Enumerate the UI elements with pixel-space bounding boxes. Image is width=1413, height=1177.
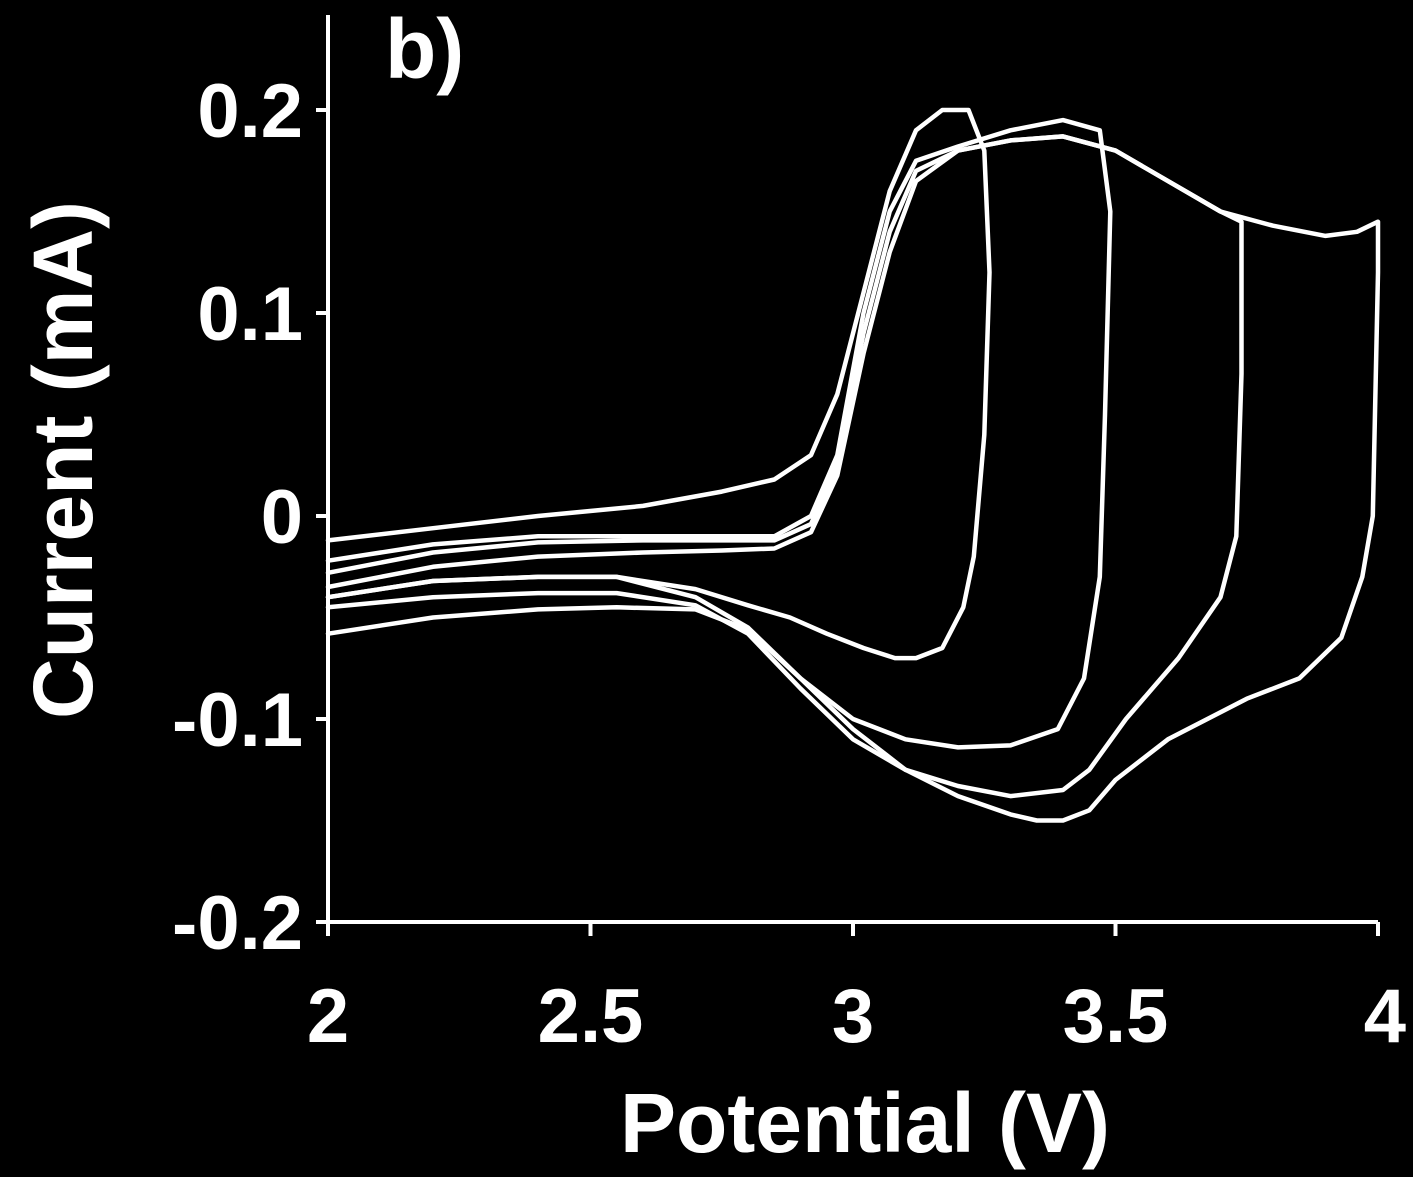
y-tick-label: 0.2: [197, 69, 303, 154]
x-tick-label: 2: [307, 974, 349, 1059]
cv-curve: [325, 134, 1381, 823]
x-tick-label: 3: [832, 974, 874, 1059]
cv-curve: [325, 107, 992, 661]
y-tick-label: 0.1: [197, 272, 303, 357]
y-tick-label: -0.1: [172, 678, 303, 763]
x-tick-label: 3.5: [1063, 974, 1169, 1059]
y-tick-label: -0.2: [172, 881, 303, 966]
panel-label: b): [385, 2, 464, 96]
x-tick-label: 4: [1364, 974, 1406, 1059]
cv-curves: [325, 107, 1381, 823]
y-tick-label: 0: [261, 475, 303, 560]
y-ticks: -0.2 -0.1 0 0.1 0.2: [172, 69, 328, 966]
x-tick-label: 2.5: [538, 974, 644, 1059]
y-axis-title: Current (mA): [16, 201, 110, 719]
x-axis-title: Potential (V): [620, 1076, 1110, 1170]
x-ticks: 2 2.5 3 3.5 4: [307, 922, 1406, 1059]
cv-curve: [325, 134, 1244, 799]
